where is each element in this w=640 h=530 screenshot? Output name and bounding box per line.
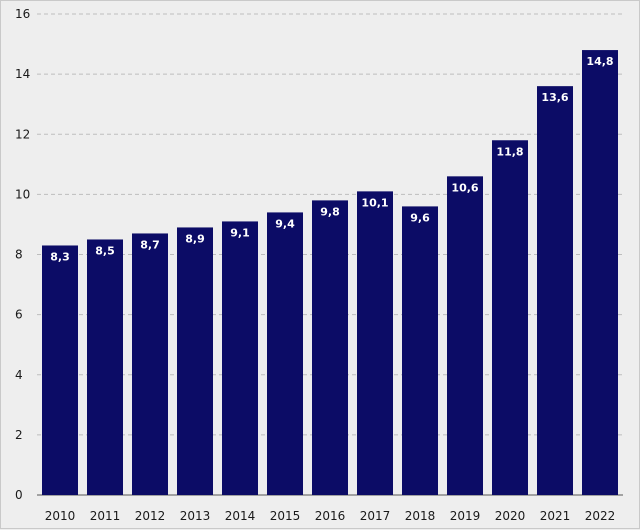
data-label-2010: 8,3 — [50, 250, 70, 263]
data-label-2012: 8,7 — [140, 238, 160, 251]
y-tick-label: 0 — [15, 488, 23, 502]
x-tick-label-2017: 2017 — [360, 509, 391, 523]
x-tick-label-2013: 2013 — [180, 509, 211, 523]
data-label-2022: 14,8 — [586, 55, 613, 68]
data-label-2016: 9,8 — [320, 205, 340, 218]
data-label-2021: 13,6 — [541, 91, 568, 104]
bar-2021 — [537, 86, 573, 496]
bar-2022 — [582, 50, 618, 495]
y-tick-label: 2 — [15, 428, 23, 442]
x-tick-label-2015: 2015 — [270, 509, 301, 523]
bar-2018 — [402, 206, 438, 495]
x-tick-label-2012: 2012 — [135, 509, 166, 523]
data-label-2020: 11,8 — [496, 145, 523, 158]
x-tick-label-2019: 2019 — [450, 509, 481, 523]
x-tick-label-2020: 2020 — [495, 509, 526, 523]
data-label-2013: 8,9 — [185, 232, 205, 245]
x-tick-label-2018: 2018 — [405, 509, 436, 523]
bar-2015 — [267, 212, 303, 495]
bar-2010 — [42, 245, 78, 495]
data-label-2015: 9,4 — [275, 217, 295, 230]
data-label-2014: 9,1 — [230, 226, 250, 239]
data-label-2011: 8,5 — [95, 244, 115, 257]
x-tick-label-2016: 2016 — [315, 509, 346, 523]
x-tick-label-2014: 2014 — [225, 509, 256, 523]
x-tick-label-2010: 2010 — [45, 509, 76, 523]
bar-2020 — [492, 140, 528, 495]
bar-2014 — [222, 221, 258, 495]
bar-2017 — [357, 191, 393, 495]
x-tick-label-2021: 2021 — [540, 509, 571, 523]
y-tick-label: 12 — [15, 127, 30, 141]
x-tick-label-2011: 2011 — [90, 509, 121, 523]
data-labels: 8,3 8,5 8,7 8,9 9,1 9,4 9,8 10,1 9,6 10,6 11,8 13,6… — [50, 55, 613, 263]
bar-2011 — [87, 239, 123, 495]
x-axis-ticks: 2010 2011 2012 2013 2014 2015 2016 2017 2018 2019… — [45, 509, 616, 523]
y-tick-label: 10 — [15, 187, 30, 201]
data-label-2017: 10,1 — [361, 196, 388, 209]
y-tick-label: 8 — [15, 248, 23, 262]
y-tick-label: 14 — [15, 67, 30, 81]
data-label-2018: 9,6 — [410, 211, 430, 224]
bar-2019 — [447, 176, 483, 495]
bars — [42, 50, 618, 496]
bar-2016 — [312, 200, 348, 495]
y-axis-ticks: 0 2 4 6 8 10 12 14 16 — [15, 7, 30, 502]
y-tick-label: 4 — [15, 368, 23, 382]
bar-2013 — [177, 227, 213, 495]
bar-2012 — [132, 233, 168, 496]
y-tick-label: 16 — [15, 7, 30, 21]
y-tick-label: 6 — [15, 308, 23, 322]
data-label-2019: 10,6 — [451, 181, 478, 194]
x-tick-label-2022: 2022 — [585, 509, 616, 523]
